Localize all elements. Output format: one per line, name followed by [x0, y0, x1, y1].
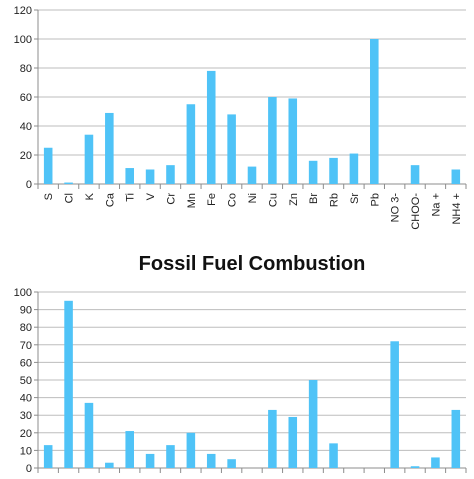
bar-cr: [166, 445, 175, 468]
y-tick-label: 120: [14, 5, 32, 17]
chart-bottom-fossil-fuel: Fossil Fuel Combustion 0 10 20 30 40 50 60 70 80 9…: [14, 253, 467, 475]
bar-v: [145, 453, 155, 468]
bar-cu: [268, 409, 277, 468]
y-tick-label: 30: [20, 410, 32, 422]
x-tick-label: Na +: [430, 193, 442, 217]
bar-cl: [64, 300, 73, 468]
bar-cl: [64, 182, 73, 184]
x-tick-label: S: [43, 193, 55, 200]
bar-co: [227, 459, 236, 468]
x-tick-label: Sr: [349, 193, 361, 204]
bar-mn: [186, 104, 196, 184]
bar-sr: [349, 153, 359, 184]
x-tick-label: Ni: [247, 193, 259, 203]
y-tick-label: 60: [20, 92, 32, 104]
y-tick-label: 50: [20, 375, 32, 387]
bar-zn: [288, 98, 298, 184]
bar-cr: [166, 165, 175, 184]
y-tick-label: 100: [14, 287, 32, 299]
bar-fe: [206, 70, 216, 184]
bar-zn: [288, 416, 298, 468]
bar-nh4: [451, 169, 461, 184]
y-tick-label: 20: [20, 150, 32, 162]
bar-ti: [125, 431, 134, 468]
y-tick-label: 40: [20, 393, 32, 405]
y-tick-label: 20: [20, 428, 32, 440]
x-tick-label: Cl: [64, 193, 76, 203]
bar-rb: [329, 157, 338, 184]
y-tick-label: 100: [14, 34, 32, 46]
bar-cu: [268, 97, 277, 184]
x-tick-label: K: [84, 192, 96, 200]
y-tick-label: 80: [20, 322, 32, 334]
bar-s: [43, 445, 53, 468]
y-tick-label: 80: [20, 63, 32, 75]
bar-choo: [410, 165, 420, 184]
bar-ni: [247, 166, 257, 184]
x-tick-label: NO 3-: [390, 193, 402, 223]
bar-br: [308, 160, 318, 184]
y-tick-label: 40: [20, 121, 32, 133]
y-tick-label: 0: [26, 179, 32, 191]
bar-ca: [105, 462, 114, 468]
bar-ti: [125, 168, 134, 184]
bar-k: [84, 134, 94, 184]
bar-fe: [206, 453, 216, 468]
x-tick-label: Mn: [186, 193, 198, 208]
x-tick-label: CHOO-: [410, 193, 422, 230]
bar-no3: [390, 341, 399, 468]
x-tick-label: Zn: [288, 193, 300, 206]
bar-choo: [410, 466, 420, 468]
chart-top: 0 20 40 60 80 100 120 S Cl K Ca Ti V Cr Mn Fe Co Ni Cu Zn Br…: [14, 5, 467, 230]
bar-br: [308, 380, 318, 468]
x-tick-label: V: [145, 192, 157, 200]
bar-ca: [105, 112, 114, 184]
y-tick-label: 60: [20, 357, 32, 369]
bar-s: [43, 147, 53, 184]
x-tick-label: Ca: [104, 192, 116, 207]
x-tick-label: Br: [308, 193, 320, 204]
x-tick-label: Pb: [369, 193, 381, 206]
y-tick-label: 90: [20, 305, 32, 317]
y-tick-label: 70: [20, 340, 32, 352]
y-tick-label: 10: [20, 445, 32, 457]
x-tick-label: NH4 +: [451, 193, 463, 225]
bar-rb: [329, 443, 338, 468]
bar-v: [145, 169, 155, 184]
x-tick-label: Cu: [267, 193, 279, 207]
x-tick-label: Fe: [206, 193, 218, 206]
bar-mn: [186, 432, 196, 468]
bar-nh4: [451, 409, 461, 468]
x-tick-label: Ti: [125, 193, 137, 202]
bar-co: [227, 114, 236, 184]
x-tick-label: Rb: [329, 193, 341, 207]
x-tick-label: Co: [227, 193, 239, 207]
bar-pb: [370, 39, 379, 184]
chart-title: Fossil Fuel Combustion: [139, 253, 366, 275]
bar-k: [84, 402, 94, 468]
x-tick-label: Cr: [165, 193, 177, 205]
y-tick-label: 0: [26, 463, 32, 474]
bar-na: [431, 457, 440, 468]
